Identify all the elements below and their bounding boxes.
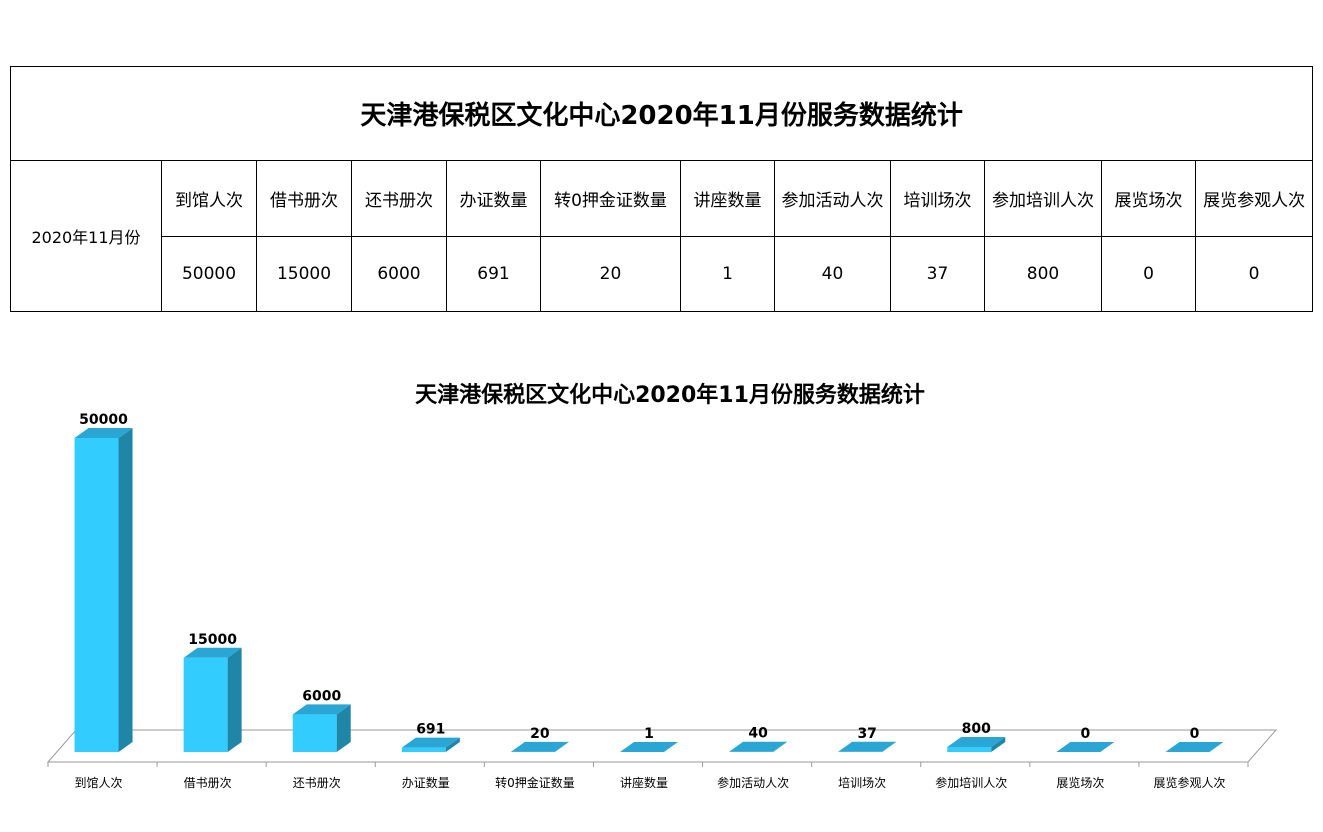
table-cell: 40 bbox=[774, 236, 891, 312]
data-label: 15000 bbox=[188, 632, 237, 648]
column-header: 展览场次 bbox=[1101, 160, 1196, 237]
bar bbox=[1056, 742, 1115, 752]
bar-top bbox=[838, 741, 897, 752]
category-label: 培训场次 bbox=[838, 775, 886, 790]
table-cell: 800 bbox=[984, 236, 1102, 312]
data-label: 6000 bbox=[302, 688, 341, 704]
bar-top bbox=[74, 428, 133, 438]
bar-side bbox=[118, 428, 133, 752]
bar-side bbox=[227, 647, 242, 752]
stats-table: 天津港保税区文化中心2020年11月份服务数据统计 2020年11月份 到馆人次… bbox=[9, 66, 1314, 312]
header-row: 2020年11月份 到馆人次 借书册次 还书册次 办证数量 转0押金证数量 讲座数量 参加活… bbox=[10, 160, 1314, 312]
category-label: 办证数量 bbox=[402, 775, 450, 790]
data-label: 50000 bbox=[79, 412, 128, 428]
bar-front bbox=[74, 438, 119, 752]
bar bbox=[510, 741, 569, 752]
category-label: 讲座数量 bbox=[620, 775, 668, 790]
table-cell: 50000 bbox=[161, 236, 257, 312]
bar-front bbox=[401, 747, 446, 752]
bar-top bbox=[620, 741, 678, 752]
data-label: 37 bbox=[857, 726, 876, 742]
category-label: 转0押金证数量 bbox=[495, 775, 575, 790]
bar-side bbox=[445, 737, 460, 752]
column-header: 转0押金证数量 bbox=[540, 160, 681, 237]
bar-top bbox=[401, 737, 460, 748]
data-label: 0 bbox=[1080, 726, 1090, 742]
bar-top bbox=[1165, 742, 1224, 752]
category-label: 借书册次 bbox=[184, 776, 232, 790]
bar-side bbox=[554, 741, 569, 752]
column-header: 参加培训人次 bbox=[984, 160, 1102, 237]
chart-floor bbox=[46, 729, 1278, 767]
bar bbox=[183, 647, 242, 752]
table-cell: 1 bbox=[680, 236, 775, 312]
bar-side bbox=[336, 704, 351, 752]
value-row: 50000 15000 6000 691 20 1 40 37 800 0 0 bbox=[11, 236, 1314, 312]
category-label: 还书册次 bbox=[293, 776, 341, 790]
data-label: 20 bbox=[530, 726, 550, 742]
data-label: 691 bbox=[416, 722, 445, 738]
table-cell: 6000 bbox=[351, 236, 447, 312]
bar-side bbox=[664, 741, 678, 752]
bars-group bbox=[74, 428, 1224, 752]
month-cell: 2020年11月份 bbox=[10, 160, 162, 312]
bar bbox=[947, 736, 1006, 752]
data-label: 40 bbox=[748, 726, 768, 742]
category-label: 展览参观人次 bbox=[1153, 775, 1225, 790]
column-header: 展览参观人次 bbox=[1194, 160, 1314, 237]
bar bbox=[74, 428, 133, 752]
data-label: 1 bbox=[644, 726, 654, 742]
bar-top bbox=[183, 647, 242, 658]
table-cell: 37 bbox=[890, 236, 985, 312]
table-cell: 0 bbox=[1101, 236, 1196, 312]
data-label: 800 bbox=[962, 721, 991, 737]
bar bbox=[620, 741, 678, 752]
bar bbox=[1165, 742, 1224, 752]
bar bbox=[838, 741, 897, 752]
category-label: 参加培训人次 bbox=[935, 775, 1007, 790]
bar-top bbox=[729, 741, 788, 752]
table-cell: 0 bbox=[1194, 236, 1314, 312]
category-label: 参加活动人次 bbox=[717, 775, 789, 790]
bar-side bbox=[991, 736, 1006, 752]
bar-top bbox=[510, 741, 569, 752]
data-labels-group: 50000 15000 6000 691 20 1 40 37 800 0 0 bbox=[79, 412, 1199, 742]
table-cell: 15000 bbox=[256, 236, 352, 312]
bar-top bbox=[947, 736, 1006, 747]
bar-top bbox=[292, 704, 351, 715]
column-header: 办证数量 bbox=[446, 160, 541, 237]
column-header: 培训场次 bbox=[890, 160, 985, 237]
column-header: 借书册次 bbox=[256, 160, 352, 237]
bar-front bbox=[183, 657, 228, 752]
chart-title: 天津港保税区文化中心2020年11月份服务数据统计 bbox=[415, 382, 925, 408]
bar bbox=[729, 741, 788, 752]
column-header: 讲座数量 bbox=[680, 160, 775, 237]
column-header: 参加活动人次 bbox=[774, 160, 891, 237]
category-label: 展览场次 bbox=[1056, 775, 1104, 790]
table-cell: 691 bbox=[446, 236, 541, 312]
category-labels-group: 到馆人次 借书册次 还书册次 办证数量 转0押金证数量 讲座数量 参加活动人次 培训场次 参加培… bbox=[75, 775, 1226, 790]
column-header: 到馆人次 bbox=[161, 160, 257, 237]
data-label: 0 bbox=[1190, 726, 1200, 742]
bar-top bbox=[1056, 742, 1115, 752]
floor-plane bbox=[46, 729, 1278, 763]
column-header: 还书册次 bbox=[351, 160, 447, 237]
bar-front bbox=[947, 746, 992, 752]
category-label: 到馆人次 bbox=[75, 775, 123, 790]
bar bbox=[292, 704, 351, 752]
bar-front bbox=[292, 714, 337, 752]
bar-chart: 天津港保税区文化中心2020年11月份服务数据统计 50000 15000 6000… bbox=[46, 382, 1278, 790]
bar-side bbox=[882, 741, 897, 752]
bar bbox=[401, 737, 460, 752]
table-title: 天津港保税区文化中心2020年11月份服务数据统计 bbox=[9, 66, 1314, 161]
table-cell: 20 bbox=[540, 236, 681, 312]
bar-side bbox=[773, 741, 788, 752]
